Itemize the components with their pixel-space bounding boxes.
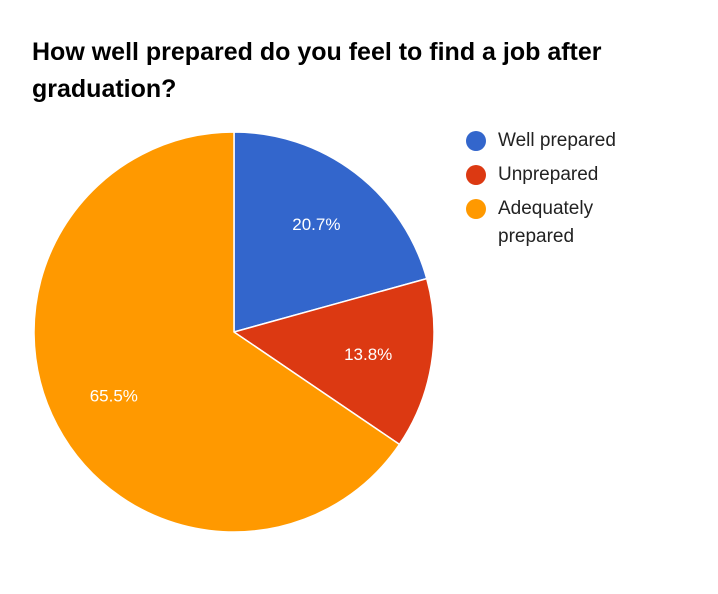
pie-slice-labels: 20.7% 13.8% 65.5% [90, 215, 393, 406]
pie-slices [33, 131, 435, 533]
legend-item-adequately-prepared[interactable]: Adequately prepared [466, 195, 666, 251]
legend-label-adequately-prepared: Adequately prepared [498, 198, 594, 247]
chart-title: How well prepared do you feel to find a … [32, 38, 602, 103]
legend-swatch-unprepared [466, 165, 486, 185]
legend-item-unprepared[interactable]: Unprepared [466, 161, 666, 189]
legend-swatch-well-prepared [466, 131, 486, 151]
slice-label-adequately-prepared: 65.5% [90, 387, 138, 406]
pie-slice-well-prepared[interactable] [233, 131, 428, 333]
slice-label-well-prepared: 20.7% [292, 215, 340, 234]
legend: Well prepared Unprepared Adequately prep… [466, 127, 666, 257]
legend-label-unprepared: Unprepared [498, 164, 599, 185]
legend-item-well-prepared[interactable]: Well prepared [466, 127, 666, 155]
legend-label-well-prepared: Well prepared [498, 130, 616, 151]
pie-slice-adequately-prepared[interactable] [33, 131, 401, 533]
slice-label-unprepared: 13.8% [344, 345, 392, 364]
legend-swatch-adequately-prepared [466, 199, 486, 219]
pie-slice-unprepared[interactable] [233, 277, 435, 446]
